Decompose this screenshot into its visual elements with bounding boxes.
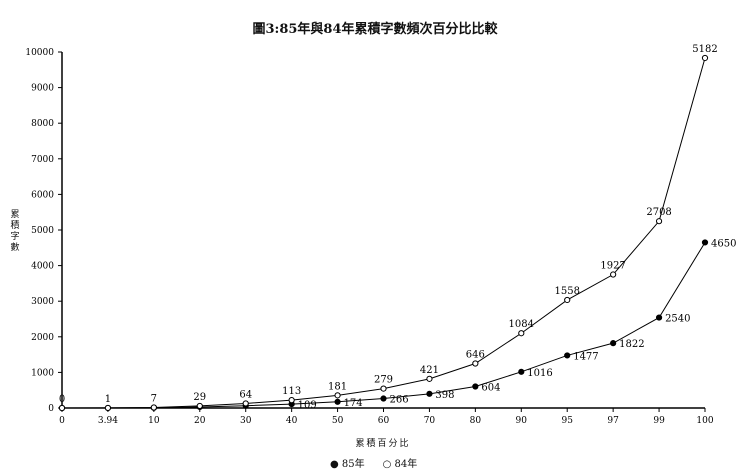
data-point	[334, 392, 341, 399]
data-label: 279	[374, 375, 393, 386]
data-point	[58, 404, 66, 412]
data-point	[426, 390, 433, 397]
data-point	[380, 385, 387, 392]
y-tick-label: 1000	[31, 368, 54, 378]
x-tick-label: 99	[653, 416, 665, 426]
x-tick-label: 20	[194, 416, 206, 426]
x-tick-label: 0	[59, 416, 65, 426]
data-point	[380, 395, 387, 402]
x-tick-label: 40	[286, 416, 298, 426]
data-point	[610, 271, 617, 278]
data-point	[564, 352, 571, 359]
data-point	[610, 340, 617, 347]
data-point	[472, 383, 479, 390]
data-point	[564, 296, 571, 304]
data-label: 1016	[527, 368, 552, 379]
x-tick-label: 95	[561, 416, 573, 426]
y-tick-label: 2000	[31, 333, 54, 343]
y-tick-label: 6000	[31, 190, 54, 200]
data-label: 1	[105, 394, 111, 405]
y-tick-label: 0	[48, 404, 54, 414]
x-tick-label: 30	[240, 416, 252, 426]
data-label: 2540	[665, 314, 690, 325]
data-point	[426, 375, 433, 382]
data-point	[701, 239, 709, 246]
y-axis-label: 累積字數	[10, 210, 20, 253]
y-tick-label: 5000	[31, 226, 54, 236]
data-label: 398	[435, 390, 454, 401]
data-label: 1558	[554, 286, 579, 297]
x-axis-label: 累積百分比	[355, 439, 411, 449]
series-line-84	[61, 57, 706, 409]
data-label: 181	[328, 381, 347, 392]
data-point	[196, 402, 203, 410]
data-point	[288, 396, 295, 404]
data-point	[518, 330, 525, 337]
x-tick-label: 100	[696, 416, 713, 426]
data-point	[150, 404, 157, 411]
data-point	[334, 398, 341, 405]
x-tick-label: 90	[516, 416, 528, 426]
data-point	[518, 368, 525, 375]
data-label: 7	[151, 394, 157, 405]
data-label: 266	[390, 395, 409, 406]
data-label: 1927	[600, 261, 625, 272]
x-tick-label: 10	[148, 416, 160, 426]
data-label: 109	[298, 400, 317, 411]
legend-item-85: ● 85年	[330, 459, 365, 470]
y-tick-label: 3000	[31, 297, 54, 307]
x-tick-label: 70	[424, 416, 436, 426]
data-label: 1084	[509, 319, 534, 330]
data-label: 2708	[646, 207, 671, 218]
x-tick-label: 3.94	[98, 416, 118, 426]
x-tick-label: 80	[470, 416, 482, 426]
data-label: 4650	[711, 238, 736, 249]
data-point	[701, 54, 709, 62]
y-tick-label: 7000	[31, 155, 54, 165]
data-label: 113	[282, 386, 301, 397]
x-tick-label: 50	[332, 416, 344, 426]
y-tick-label: 8000	[31, 119, 54, 129]
data-label: 1822	[619, 339, 644, 350]
data-label: 1477	[573, 351, 598, 362]
legend: ● 85年 ○ 84年	[330, 455, 417, 470]
data-point	[104, 404, 112, 412]
x-tick-label: 97	[607, 416, 619, 426]
data-label: 29	[193, 392, 206, 403]
data-label: 5182	[692, 44, 717, 55]
legend-item-84: ○ 84年	[382, 459, 418, 470]
y-tick-label: 10000	[25, 48, 54, 58]
legend-label: 84年	[394, 459, 418, 470]
data-point	[655, 218, 663, 225]
data-label: 64	[239, 389, 252, 400]
data-point	[242, 400, 249, 407]
data-label: 646	[466, 350, 485, 361]
data-point	[472, 360, 479, 367]
data-label: 604	[481, 382, 500, 393]
y-tick-label: 9000	[31, 84, 54, 94]
chart-title: 圖3:85年與84年累積字數頻次百分比比較	[252, 22, 498, 37]
legend-label: 85年	[341, 459, 365, 470]
data-point	[655, 314, 663, 321]
y-tick-label: 4000	[31, 262, 54, 272]
x-tick-label: 60	[378, 416, 390, 426]
data-label: 174	[344, 398, 363, 409]
data-label: 0	[59, 394, 65, 405]
data-label: 421	[420, 365, 439, 376]
